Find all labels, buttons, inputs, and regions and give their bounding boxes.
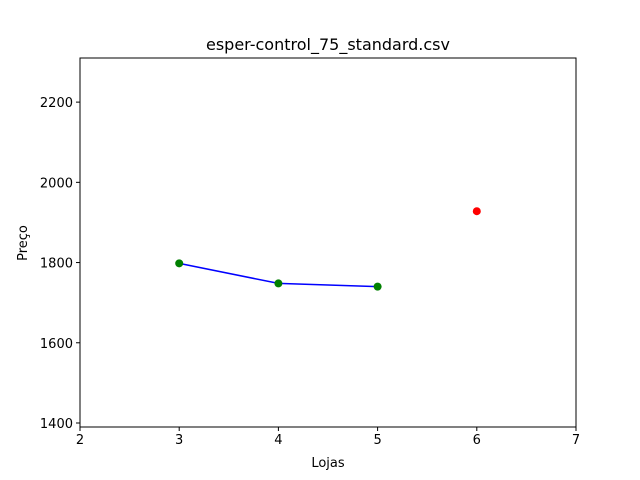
- chart-title: esper-control_75_standard.csv: [206, 35, 450, 55]
- axes-frame: [79, 57, 577, 428]
- chart-marks: [175, 207, 481, 291]
- y-tick-label: 1400: [40, 417, 73, 432]
- x-tick-label: 6: [473, 433, 481, 448]
- plot-area: [79, 57, 577, 428]
- x-axis-label: Lojas: [311, 456, 345, 471]
- x-axis: 2 3 4 5 6 7: [76, 427, 580, 448]
- y-tick-label: 2000: [40, 176, 73, 191]
- y-tick-label: 1800: [40, 257, 73, 272]
- x-tick-label: 5: [373, 433, 381, 448]
- y-axis-label: Preço: [16, 225, 31, 261]
- x-tick-label: 4: [274, 433, 282, 448]
- x-tick-label: 2: [76, 433, 84, 448]
- data-point-0-0: [175, 259, 184, 268]
- data-point-0-2: [373, 282, 382, 291]
- y-tick-label: 2200: [40, 96, 73, 111]
- x-tick-label: 3: [175, 433, 183, 448]
- data-point-0-1: [274, 279, 283, 288]
- x-tick-label: 7: [572, 433, 580, 448]
- y-axis: 1400 1600 1800 2000 2200: [40, 96, 80, 432]
- y-tick-label: 1600: [40, 337, 73, 352]
- data-point-1-0: [472, 207, 481, 216]
